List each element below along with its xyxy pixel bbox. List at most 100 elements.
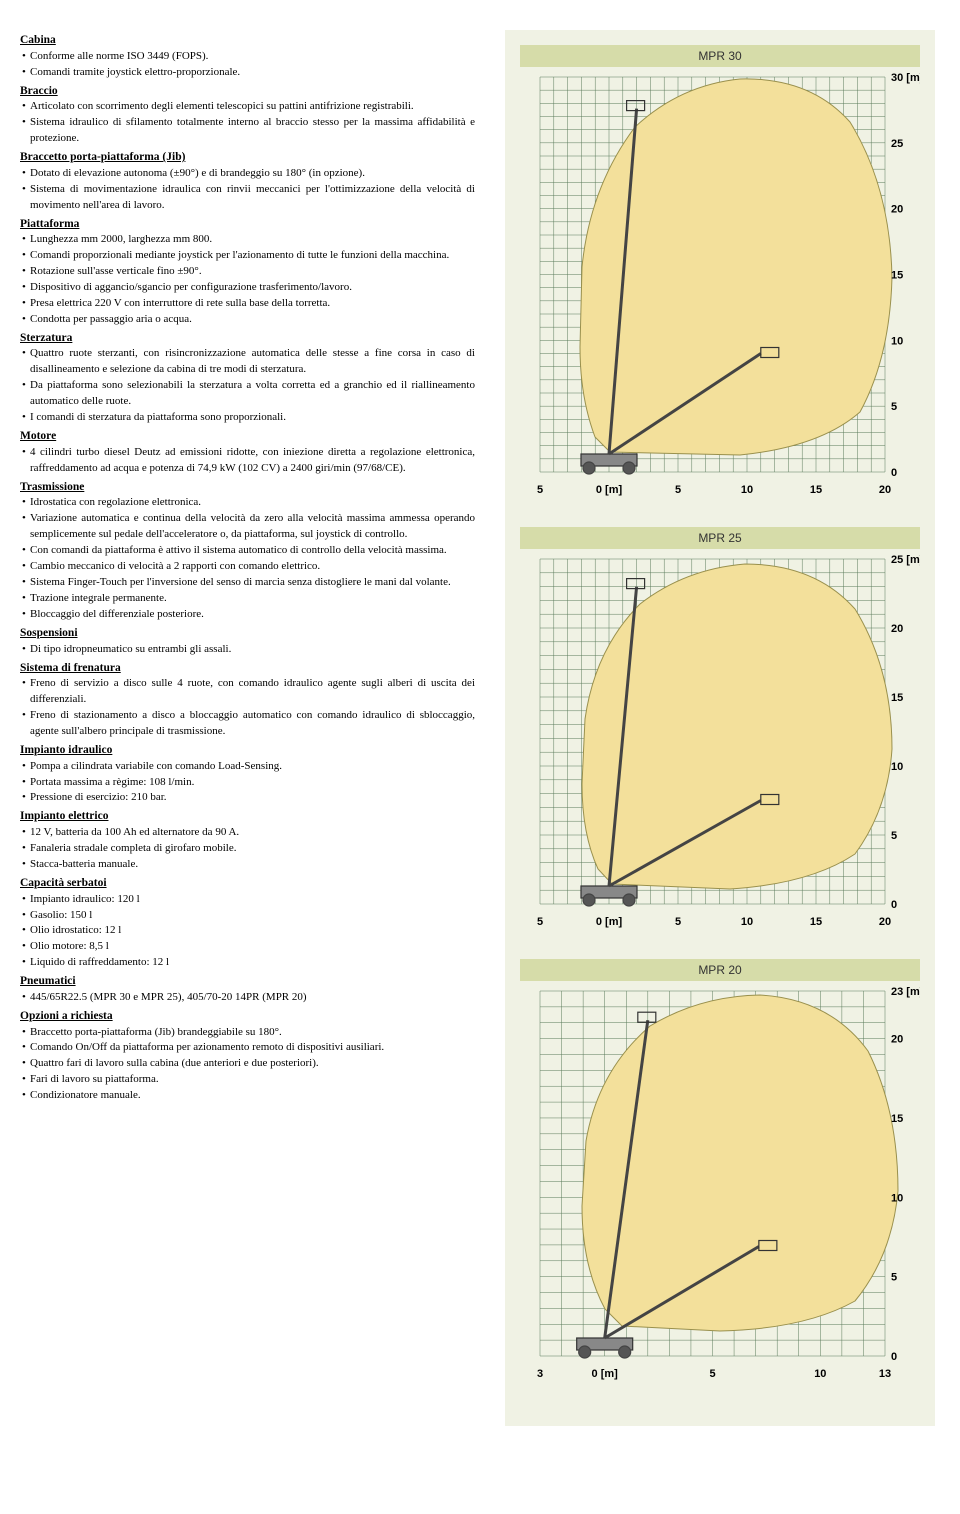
x-tick-label: 3 (537, 1368, 543, 1380)
x-tick-label: 10 (741, 484, 753, 496)
bullet-item: Fanaleria stradale completa di girofaro … (20, 841, 475, 857)
y-tick-label: 15 (891, 1113, 903, 1125)
section-heading: Impianto idraulico (20, 742, 475, 759)
chart-svg: 0510152025 [m]50 [m]5101520 (520, 549, 920, 934)
bullet-item: Articolato con scorrimento degli element… (20, 99, 475, 115)
x-tick-label: 5 (675, 916, 681, 928)
section-heading: Motore (20, 428, 475, 445)
bullet-item: Pompa a cilindrata variabile con comando… (20, 759, 475, 775)
bullet-item: Da piattaforma sono selezionabili la ste… (20, 378, 475, 410)
bullet-item: Portata massima a règime: 108 l/min. (20, 775, 475, 791)
section-heading: Impianto elettrico (20, 808, 475, 825)
y-tick-label: 0 (891, 467, 897, 479)
x-tick-label: 15 (810, 484, 822, 496)
chart-title: MPR 20 (520, 959, 920, 981)
bullet-list: Lunghezza mm 2000, larghezza mm 800.Coma… (20, 232, 475, 328)
y-tick-label: 30 [m] (891, 72, 920, 84)
bullet-item: Condotta per passaggio aria o acqua. (20, 312, 475, 328)
bullet-item: Condizionatore manuale. (20, 1088, 475, 1104)
spec-text-column: CabinaConforme alle norme ISO 3449 (FOPS… (20, 30, 475, 1426)
bullet-list: Impianto idraulico: 120 lGasolio: 150 lO… (20, 892, 475, 972)
reach-chart: MPR 250510152025 [m]50 [m]5101520 (520, 527, 920, 934)
bullet-item: Freno di stazionamento a disco a bloccag… (20, 708, 475, 740)
bullet-item: Freno di servizio a disco sulle 4 ruote,… (20, 676, 475, 708)
chart-svg: 051015202530 [m]50 [m]5101520 (520, 67, 920, 502)
x-tick-label: 15 (810, 916, 822, 928)
y-tick-label: 23 [m] (891, 986, 920, 998)
y-tick-label: 10 (891, 1192, 903, 1204)
section-heading: Trasmissione (20, 479, 475, 496)
bullet-list: Idrostatica con regolazione elettronica.… (20, 495, 475, 623)
chart-svg: 0510152023 [m]30 [m]51013 (520, 981, 920, 1386)
section-heading: Piattaforma (20, 216, 475, 233)
bullet-item: Olio motore: 8,5 l (20, 939, 475, 955)
y-tick-label: 25 [m] (891, 554, 920, 566)
bullet-list: 12 V, batteria da 100 Ah ed alternatore … (20, 825, 475, 873)
bullet-item: Comandi tramite joystick elettro-proporz… (20, 65, 475, 81)
section-heading: Sterzatura (20, 330, 475, 347)
y-tick-label: 10 (891, 335, 903, 347)
y-tick-label: 15 (891, 270, 903, 282)
bullet-item: 4 cilindri turbo diesel Deutz ad emissio… (20, 445, 475, 477)
bullet-item: Pressione di esercizio: 210 bar. (20, 790, 475, 806)
bullet-item: Cambio meccanico di velocità a 2 rapport… (20, 559, 475, 575)
section-heading: Sospensioni (20, 625, 475, 642)
section-heading: Cabina (20, 32, 475, 49)
bullet-item: Liquido di raffreddamento: 12 l (20, 955, 475, 971)
x-tick-label: 20 (879, 484, 891, 496)
working-envelope (582, 564, 892, 889)
bullet-item: Bloccaggio del differenziale posteriore. (20, 607, 475, 623)
bullet-item: 12 V, batteria da 100 Ah ed alternatore … (20, 825, 475, 841)
y-tick-label: 10 (891, 761, 903, 773)
y-tick-label: 20 (891, 204, 903, 216)
bullet-list: Freno di servizio a disco sulle 4 ruote,… (20, 676, 475, 740)
bullet-item: Comandi proporzionali mediante joystick … (20, 248, 475, 264)
section-heading: Pneumatici (20, 973, 475, 990)
y-tick-label: 5 (891, 1272, 897, 1284)
charts-column: MPR 30 0 5 10 15 20 25 30 [m] 5 0 [m] 5 10 15 20 MPR 2… (505, 30, 935, 1426)
section-heading: Sistema di frenatura (20, 660, 475, 677)
x-tick-label: 5 (537, 484, 543, 496)
bullet-item: Quattro fari di lavoro sulla cabina (due… (20, 1056, 475, 1072)
bullet-item: Variazione automatica e continua della v… (20, 511, 475, 543)
bullet-item: Lunghezza mm 2000, larghezza mm 800. (20, 232, 475, 248)
bullet-item: I comandi di sterzatura da piattaforma s… (20, 410, 475, 426)
bullet-item: Con comandi da piattaforma è attivo il s… (20, 543, 475, 559)
bullet-list: Conforme alle norme ISO 3449 (FOPS).Coma… (20, 49, 475, 81)
bullet-item: Di tipo idropneumatico su entrambi gli a… (20, 642, 475, 658)
bullet-item: 445/65R22.5 (MPR 30 e MPR 25), 405/70-20… (20, 990, 475, 1006)
bullet-item: Presa elettrica 220 V con interruttore d… (20, 296, 475, 312)
y-tick-label: 20 (891, 1034, 903, 1046)
x-tick-label: 13 (879, 1368, 891, 1380)
bullet-item: Braccetto porta-piattaforma (Jib) brande… (20, 1025, 475, 1041)
chart-title: MPR 25 (520, 527, 920, 549)
working-envelope (580, 79, 892, 455)
chart-title: MPR 30 (520, 45, 920, 67)
bullet-item: Gasolio: 150 l (20, 908, 475, 924)
bullet-list: Articolato con scorrimento degli element… (20, 99, 475, 147)
reach-chart: MPR 200510152023 [m]30 [m]51013 (520, 959, 920, 1386)
bullet-item: Trazione integrale permanente. (20, 591, 475, 607)
bullet-list: Quattro ruote sterzanti, con risincroniz… (20, 346, 475, 426)
bullet-list: Di tipo idropneumatico su entrambi gli a… (20, 642, 475, 658)
bullet-item: Fari di lavoro su piattaforma. (20, 1072, 475, 1088)
bullet-item: Rotazione sull'asse verticale fino ±90°. (20, 264, 475, 280)
x-tick-label: 5 (709, 1368, 715, 1380)
y-tick-label: 0 (891, 899, 897, 911)
bullet-list: Dotato di elevazione autonoma (±90°) e d… (20, 166, 475, 214)
x-tick-label: 5 (537, 916, 543, 928)
y-tick-label: 5 (891, 830, 897, 842)
bullet-item: Conforme alle norme ISO 3449 (FOPS). (20, 49, 475, 65)
bullet-item: Sistema di movimentazione idraulica con … (20, 182, 475, 214)
bullet-item: Sistema idraulico di sfilamento totalmen… (20, 115, 475, 147)
bullet-item: Dispositivo di aggancio/sgancio per conf… (20, 280, 475, 296)
y-tick-label: 20 (891, 623, 903, 635)
x-tick-label: 10 (741, 916, 753, 928)
section-heading: Braccetto porta-piattaforma (Jib) (20, 149, 475, 166)
y-tick-label: 25 (891, 138, 903, 150)
bullet-item: Quattro ruote sterzanti, con risincroniz… (20, 346, 475, 378)
x-tick-label: 0 [m] (596, 916, 623, 928)
bullet-item: Olio idrostatico: 12 l (20, 923, 475, 939)
bullet-item: Impianto idraulico: 120 l (20, 892, 475, 908)
bullet-item: Sistema Finger-Touch per l'inversione de… (20, 575, 475, 591)
